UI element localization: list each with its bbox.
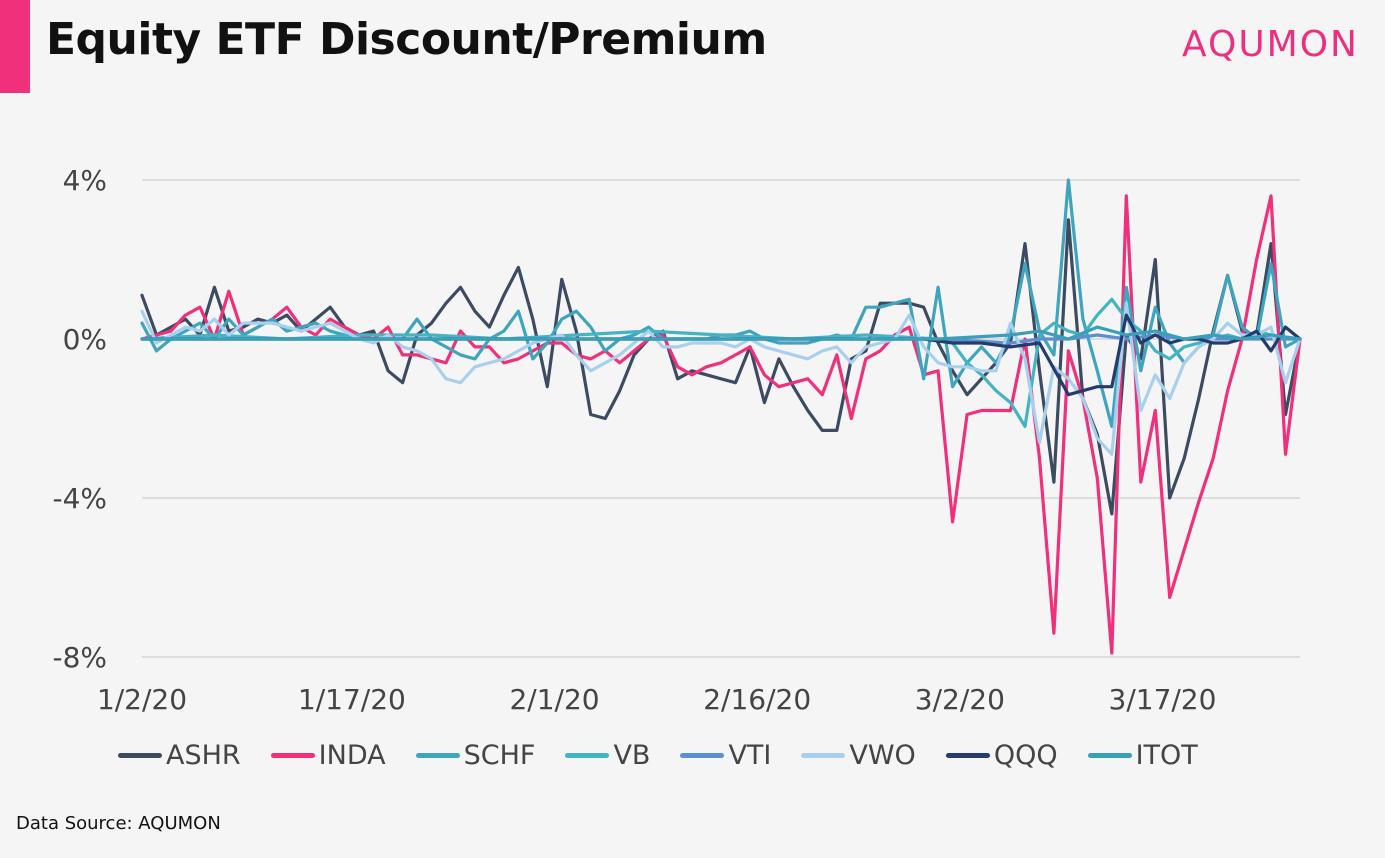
legend-swatch	[565, 753, 610, 758]
legend-label: ITOT	[1135, 740, 1198, 771]
legend-item-qqq: QQQ	[945, 740, 1058, 771]
title-accent-bar	[0, 0, 30, 93]
legend-swatch	[1087, 753, 1132, 758]
legend-swatch	[680, 753, 725, 758]
series-line-vwo	[140, 301, 1302, 456]
x-tick-label: 2/16/20	[703, 683, 811, 716]
y-axis-ticks: 4% 0% -4% -8%	[52, 164, 107, 674]
legend-label: ASHR	[166, 740, 241, 771]
y-tick-label: -8%	[52, 641, 107, 674]
y-tick-label: -4%	[52, 482, 107, 515]
legend-swatch	[945, 753, 990, 758]
legend-swatch	[415, 753, 460, 758]
legend-item-itot: ITOT	[1087, 740, 1198, 771]
series-line-inda	[140, 194, 1302, 655]
legend-label: VB	[613, 740, 651, 771]
x-tick-label: 3/17/20	[1109, 683, 1217, 716]
series-lines	[140, 178, 1302, 655]
legend-swatch	[270, 753, 315, 758]
legend-label: INDA	[318, 740, 386, 771]
legend-item-vti: VTI	[680, 740, 771, 771]
brand-logo: AQUMON	[1181, 24, 1359, 65]
y-tick-label: 4%	[63, 164, 107, 197]
legend-item-ashr: ASHR	[118, 740, 241, 771]
series-line-ashr	[140, 218, 1302, 516]
series-line-itot	[140, 325, 1302, 341]
chart-title: Equity ETF Discount/Premium	[46, 14, 767, 65]
legend-label: SCHF	[463, 740, 536, 771]
legend-item-vwo: VWO	[801, 740, 916, 771]
x-tick-label: 3/2/20	[915, 683, 1005, 716]
data-source-note: Data Source: AQUMON	[16, 813, 221, 834]
x-tick-label: 2/1/20	[509, 683, 599, 716]
gridlines	[142, 179, 1300, 658]
legend-item-schf: SCHF	[415, 740, 536, 771]
legend-label: VTI	[728, 740, 772, 771]
legend: ASHR INDA SCHF VB VTI VWO QQQ ITOT	[118, 740, 1228, 771]
legend-label: QQQ	[993, 740, 1058, 771]
x-tick-label: 1/17/20	[298, 683, 406, 716]
legend-swatch	[118, 753, 162, 758]
legend-swatch	[801, 753, 846, 758]
legend-item-inda: INDA	[270, 740, 386, 771]
legend-item-vb: VB	[565, 740, 650, 771]
x-axis-ticks: 1/2/20 1/17/20 2/1/20 2/16/20 3/2/20 3/17/20	[97, 683, 1217, 716]
legend-label: VWO	[849, 740, 916, 771]
y-tick-label: 0%	[63, 323, 107, 356]
x-tick-label: 1/2/20	[97, 683, 187, 716]
